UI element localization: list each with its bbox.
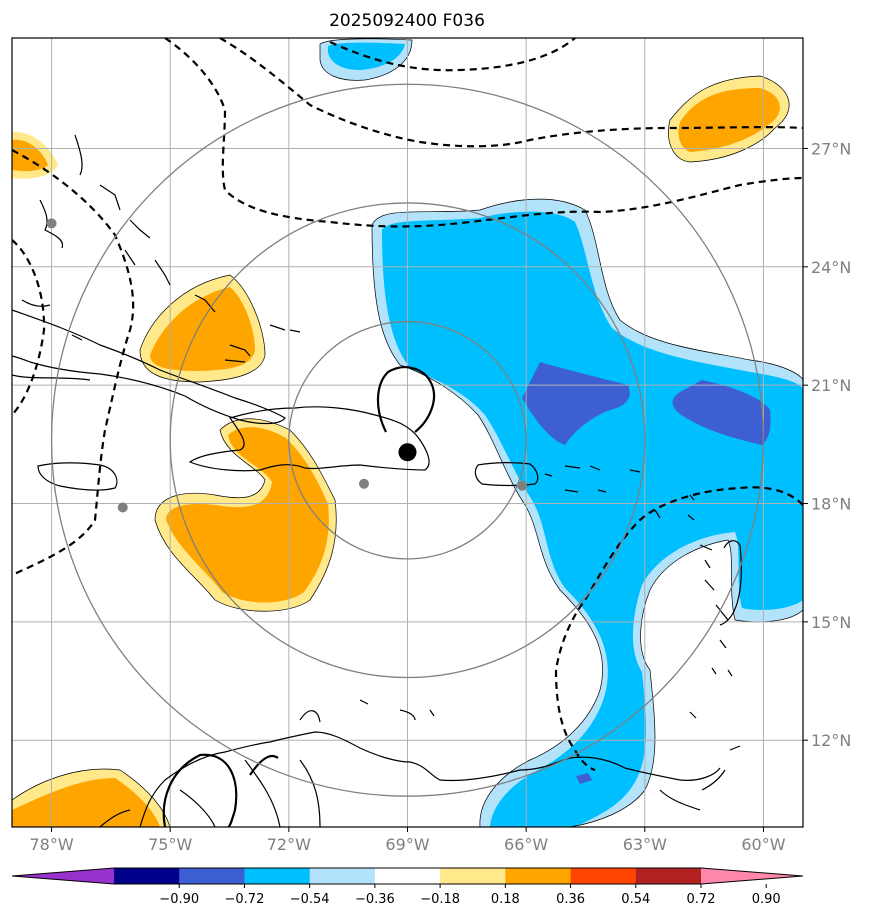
lat-tick-label: 27°N bbox=[811, 139, 851, 158]
colorbar-segment bbox=[635, 868, 702, 884]
colorbar: −0.90 −0.72 −0.54 −0.36 −0.18 0.18 0.36 0.54 0.7… bbox=[11, 867, 804, 907]
colorbar-segment bbox=[244, 868, 311, 884]
colorbar-tick-label: −0.54 bbox=[290, 892, 330, 907]
anomaly-shading bbox=[12, 38, 803, 827]
range-ring bbox=[288, 320, 527, 560]
range-ring bbox=[50, 83, 765, 797]
lat-tick-label: 15°N bbox=[811, 613, 851, 632]
lon-tick-label: 72°W bbox=[267, 835, 311, 854]
dashed-contours bbox=[12, 38, 803, 772]
colorbar-segment bbox=[505, 868, 572, 884]
coastlines bbox=[12, 134, 742, 827]
lat-tick-label: 18°N bbox=[811, 495, 851, 514]
lat-tick-label: 21°N bbox=[811, 376, 851, 395]
latitude-labels: 12°N 15°N 18°N 21°N 24°N 27°N bbox=[803, 139, 851, 750]
anomaly-outline bbox=[12, 38, 803, 827]
colorbar-tick-label: 0.18 bbox=[491, 892, 520, 907]
colorbar-tick-label: −0.72 bbox=[225, 892, 265, 907]
lat-tick-label: 24°N bbox=[811, 258, 851, 277]
range-rings bbox=[50, 83, 765, 797]
forecast-track bbox=[162, 366, 436, 827]
colorbar-segment bbox=[179, 868, 245, 884]
lon-tick-label: 63°W bbox=[623, 835, 667, 854]
lat-tick-label: 12°N bbox=[811, 731, 851, 750]
colorbar-tick-label: 0.72 bbox=[687, 892, 716, 907]
longitude-labels: 78°W 75°W 72°W 69°W 66°W 63°W 60°W bbox=[29, 827, 786, 854]
city-marker-dot bbox=[358, 478, 369, 489]
city-marker-dot bbox=[117, 502, 128, 513]
colorbar-segment bbox=[309, 868, 376, 884]
colorbar-tick-label: −0.18 bbox=[420, 892, 460, 907]
colorbar-tick-label: −0.90 bbox=[159, 892, 199, 907]
city-markers bbox=[46, 218, 528, 513]
range-ring bbox=[169, 202, 646, 679]
map-panel bbox=[12, 38, 803, 827]
lon-tick-label: 69°W bbox=[385, 835, 429, 854]
colorbar-tick-label: 0.90 bbox=[752, 892, 781, 907]
colorbar-segment bbox=[114, 868, 180, 884]
colorbar-extend-max bbox=[701, 868, 803, 884]
colorbar-segment bbox=[374, 868, 441, 884]
city-marker-dot bbox=[517, 480, 528, 491]
colorbar-segment bbox=[440, 868, 506, 884]
lon-tick-label: 78°W bbox=[29, 835, 73, 854]
city-marker-dot bbox=[46, 218, 57, 229]
colorbar-outline bbox=[11, 867, 804, 885]
lon-tick-label: 66°W bbox=[504, 835, 548, 854]
lon-tick-label: 75°W bbox=[148, 835, 192, 854]
colorbar-tick-label: 0.36 bbox=[556, 892, 585, 907]
colorbar-extend-min bbox=[12, 868, 114, 884]
colorbar-segment bbox=[570, 868, 637, 884]
colorbar-tick-label: −0.36 bbox=[355, 892, 395, 907]
colorbar-tick-label: 0.54 bbox=[621, 892, 650, 907]
storm-center-marker bbox=[398, 443, 417, 462]
plot-title: 2025092400 F036 bbox=[329, 11, 485, 31]
lon-tick-label: 60°W bbox=[741, 835, 785, 854]
